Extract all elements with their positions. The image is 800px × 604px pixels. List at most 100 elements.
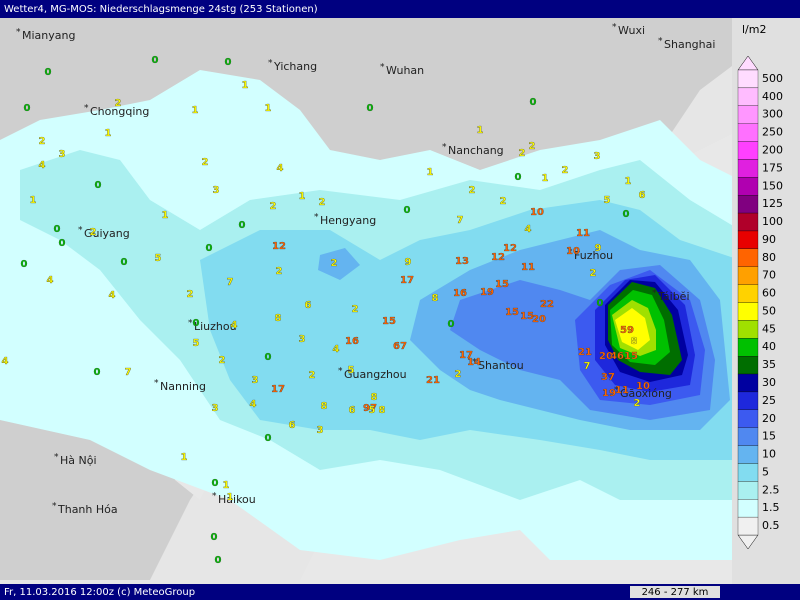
station-value: 2 — [634, 398, 641, 409]
city-marker: * — [658, 37, 663, 47]
station-value: 5 — [348, 365, 355, 376]
legend-swatch — [737, 284, 759, 303]
title-bar — [0, 0, 800, 18]
station-value: 3 — [252, 375, 259, 386]
legend-label: 15 — [762, 430, 776, 443]
legend-label: 80 — [762, 251, 776, 264]
station-value: 0 — [515, 172, 522, 183]
station-value: 0 — [24, 103, 31, 114]
legend-label: 60 — [762, 287, 776, 300]
station-value: 2 — [202, 157, 209, 168]
city-name: Fuzhou — [574, 249, 613, 262]
station-value: 8 — [321, 401, 328, 412]
station-value: 12 — [272, 241, 286, 252]
legend-swatch — [737, 499, 759, 518]
legend-swatch — [737, 248, 759, 267]
city-marker: * — [212, 492, 217, 502]
station-value: 12 — [503, 243, 517, 254]
station-value: 0 — [54, 224, 61, 235]
station-value: 0 — [45, 67, 52, 78]
legend-label: 5 — [762, 465, 769, 478]
city-marker: * — [614, 386, 619, 396]
station-value: 9 — [405, 257, 412, 268]
city-name: Wuxi — [618, 24, 645, 37]
legend-swatch — [737, 409, 759, 428]
station-value: 1 — [30, 195, 37, 206]
legend-label: 90 — [762, 233, 776, 246]
city-marker: * — [268, 59, 273, 69]
city-name: Nanning — [160, 380, 206, 393]
city-marker: * — [188, 319, 193, 329]
station-value: 19 — [480, 287, 494, 298]
city-name: Nanchang — [448, 144, 504, 157]
station-value: 12 — [491, 252, 505, 263]
city-name: Haikou — [218, 493, 256, 506]
legend-label: 2.5 — [762, 483, 780, 496]
legend-label: 125 — [762, 197, 783, 210]
precipitation — [0, 70, 740, 560]
station-value: 4 — [47, 275, 54, 286]
station-value: 1 — [477, 125, 484, 136]
legend-label: 20 — [762, 412, 776, 425]
station-value: 15 — [382, 316, 396, 327]
legend-swatch — [737, 87, 759, 106]
legend-swatch — [737, 373, 759, 393]
city-name: Wuhan — [386, 64, 424, 77]
legend-swatch — [737, 195, 759, 214]
legend-label: 500 — [762, 72, 783, 85]
legend-label: 10 — [762, 448, 776, 461]
legend-swatch — [737, 69, 759, 89]
station-value: 0 — [265, 352, 272, 363]
station-value: 7 — [457, 215, 464, 226]
station-value: 11 — [615, 385, 629, 396]
station-value: 8 — [631, 336, 638, 347]
station-value: 0 — [212, 478, 219, 489]
station-value: 2 — [115, 98, 122, 109]
station-value: 3 — [317, 425, 324, 436]
station-value: 6 — [349, 405, 356, 416]
city-marker: * — [652, 289, 657, 299]
station-value: 1 — [223, 480, 230, 491]
station-value: 0 — [21, 259, 28, 270]
station-value: 4 — [2, 356, 9, 367]
station-value: 9 — [595, 243, 602, 254]
station-value: 3 — [213, 185, 220, 196]
station-value: 2 — [187, 289, 194, 300]
city-name: Guangzhou — [344, 368, 407, 381]
legend-label: 50 — [762, 304, 776, 317]
station-value: 15 — [505, 307, 519, 318]
station-value: 4 — [250, 399, 257, 410]
station-value: 1 — [242, 80, 249, 91]
legend-swatch — [737, 463, 759, 482]
station-value: 1 — [299, 191, 306, 202]
legend-swatch — [737, 445, 759, 464]
station-value: 17 — [400, 275, 414, 286]
city-name: Táibĕi — [657, 290, 690, 303]
station-value: 2 — [352, 304, 359, 315]
station-value: 67 — [393, 341, 407, 352]
station-value: 46 — [610, 351, 624, 362]
station-value: 2 — [500, 196, 507, 207]
legend-label: 1.5 — [762, 501, 780, 514]
city-name: Guiyang — [84, 227, 130, 240]
station-value: 0 — [597, 298, 604, 309]
station-value: 15 — [624, 351, 638, 362]
city-marker: * — [84, 104, 89, 114]
station-value: 4 — [277, 163, 284, 174]
station-value: 97 — [363, 403, 377, 414]
legend-swatch — [737, 230, 759, 249]
legend-swatch — [737, 141, 759, 160]
scale-text: 246 - 277 km — [642, 587, 709, 598]
legend-swatch — [737, 123, 759, 142]
city-name: Shantou — [478, 359, 524, 372]
station-value: 0 — [94, 367, 101, 378]
station-value: 1 — [192, 105, 199, 116]
station-value: 22 — [540, 299, 554, 310]
legend-swatch — [737, 391, 759, 410]
map-title: Wetter4, MG-MOS: Niederschlagsmenge 24st… — [4, 4, 318, 15]
station-value: 6 — [289, 420, 296, 431]
station-value: 13 — [455, 256, 469, 267]
station-value: 21 — [426, 375, 440, 386]
station-value: 2 — [469, 185, 476, 196]
station-value: 0 — [121, 257, 128, 268]
